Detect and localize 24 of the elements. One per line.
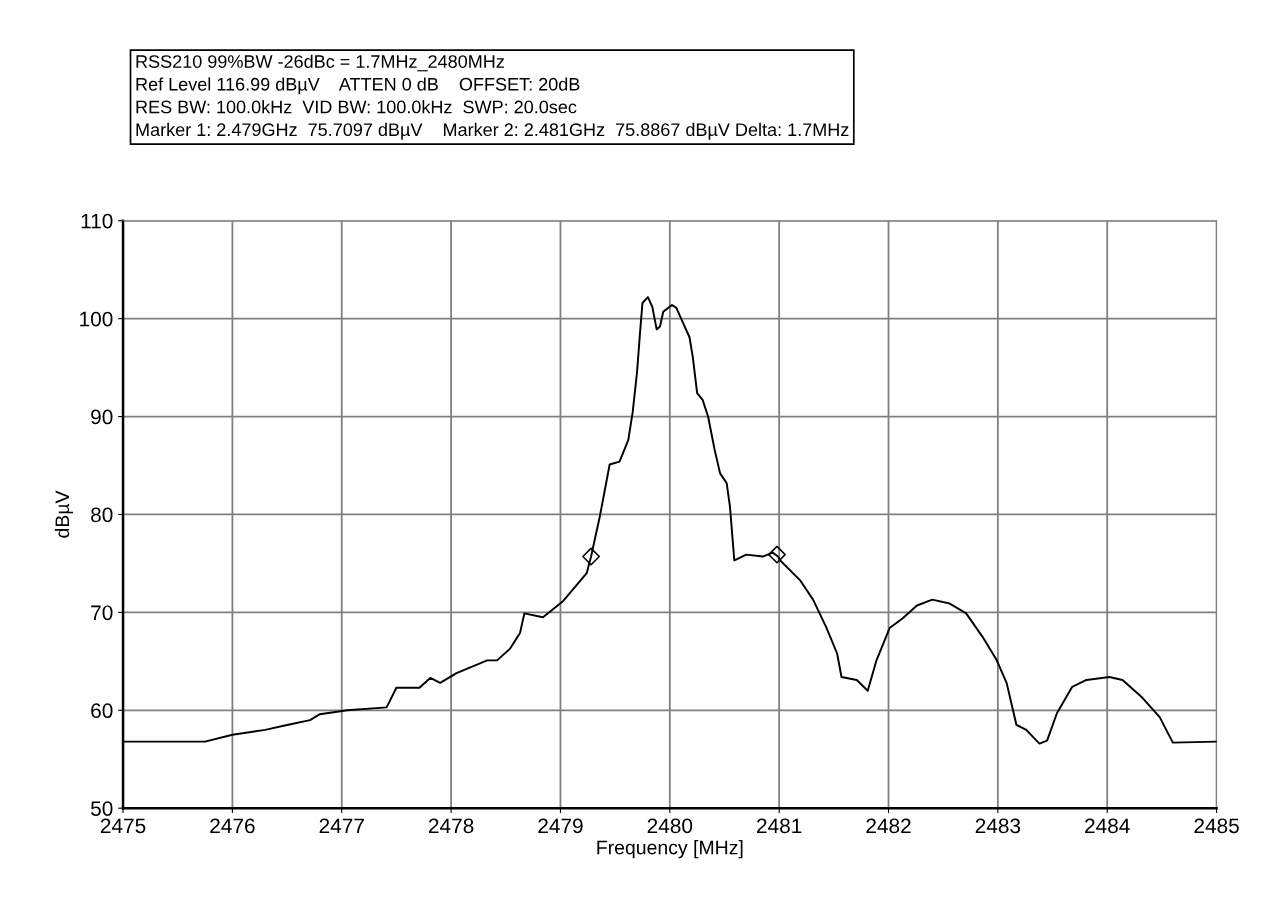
y-tick-label: 90 xyxy=(91,409,113,425)
x-axis-title: Frequency [MHz] xyxy=(597,840,743,859)
y-tick-label: 110 xyxy=(81,213,113,229)
x-tick-label: 2485 xyxy=(1194,818,1239,834)
x-tick-label: 2481 xyxy=(757,818,802,834)
x-tick-label: 2482 xyxy=(866,818,911,834)
y-tick-label: 80 xyxy=(91,507,113,523)
x-tick-label: 2480 xyxy=(647,818,693,834)
y-tick-label: 70 xyxy=(91,605,113,621)
x-tick-label: 2475 xyxy=(100,818,146,834)
x-tick-label: 2476 xyxy=(210,818,255,834)
x-tick-label: 2477 xyxy=(319,818,364,834)
y-axis-title: dBµV xyxy=(54,490,74,538)
y-tick-label: 50 xyxy=(90,801,113,816)
x-tick-label: 2478 xyxy=(428,818,474,834)
text: RES BW: 100.0kHz VID BW: 100.0kHz SWP: 20.0sec xyxy=(136,100,577,114)
text: RSS210 99%BW -26dBc = 1.7MHz_2480MHz xyxy=(136,54,504,72)
y-tick-label: 100 xyxy=(80,311,113,327)
y-tick-label: 60 xyxy=(91,703,113,719)
x-tick-label: 2484 xyxy=(1085,818,1130,834)
text: Marker 1: 2.479GHz 75.7097 dBµV Marker 2: 2.481GHz 75.8867 dBµV Delta: 1.7MHz xyxy=(136,122,849,140)
text: Ref Level 116.99 dBµV ATTEN 0 dB OFFSET: 20dB xyxy=(136,77,580,95)
x-tick-label: 2483 xyxy=(975,818,1021,834)
x-tick-label: 2479 xyxy=(538,818,583,834)
